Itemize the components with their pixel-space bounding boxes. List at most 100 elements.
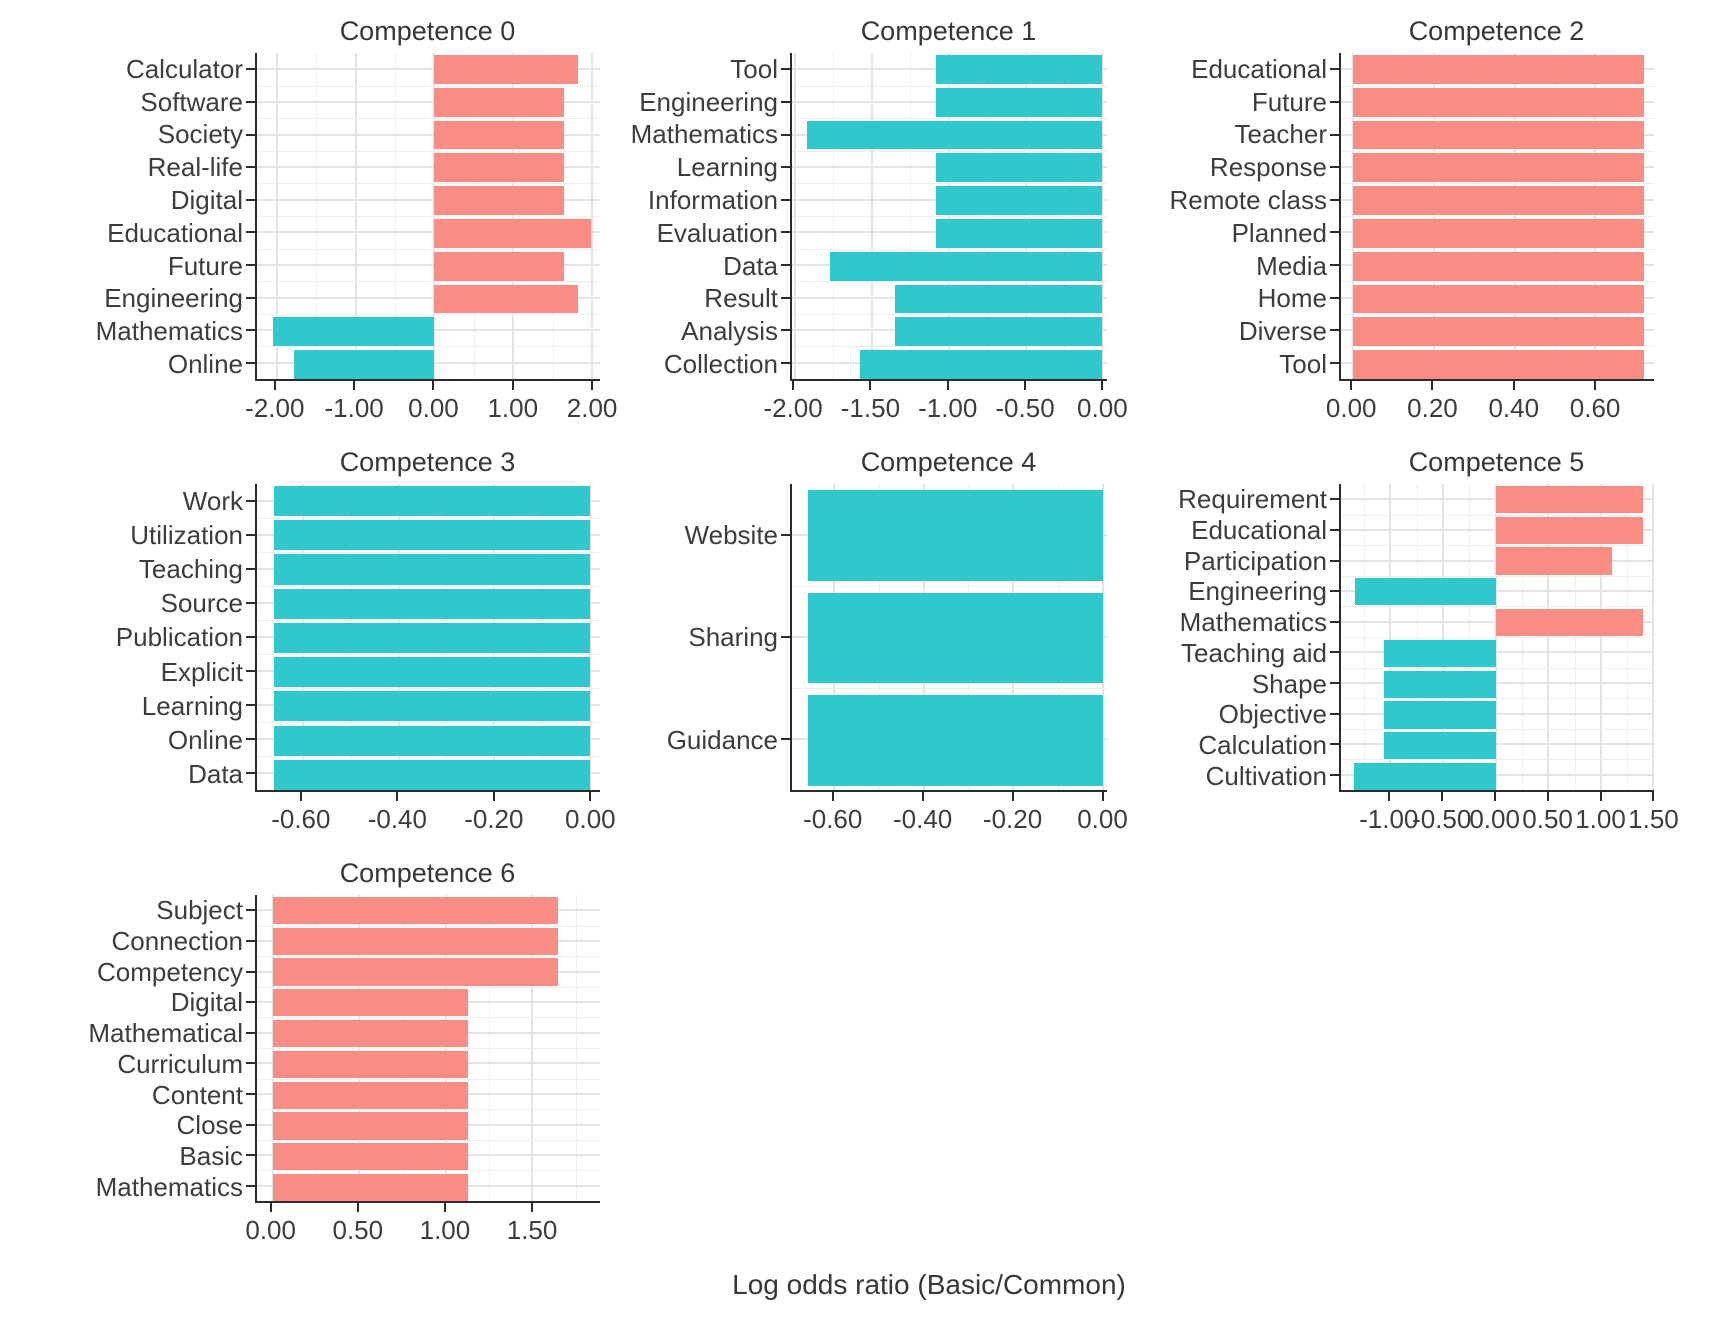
gridline-minor-horizontal <box>257 346 600 348</box>
y-axis-label-educational: Educational <box>107 217 243 248</box>
y-axis-label-response: Response <box>1209 152 1327 183</box>
facet-body: Subject Connection Competency Digital Mathem… <box>0 895 600 1203</box>
y-axis-label-requirement: Requirement <box>1178 483 1327 514</box>
x-tick-label: -1.00 <box>1359 804 1419 834</box>
bar-shape <box>1384 670 1496 698</box>
x-tick-label: 1.00 <box>487 393 539 423</box>
gridline-minor-horizontal <box>257 1078 600 1080</box>
y-axis-label-calculator: Calculator <box>125 53 243 84</box>
y-tick-mark <box>1330 559 1339 562</box>
y-axis-label-evaluation: Evaluation <box>656 217 778 248</box>
y-tick-mark <box>1330 590 1339 593</box>
gridline-minor-horizontal <box>1341 118 1654 120</box>
gridline-minor-horizontal <box>257 619 600 621</box>
gridline-major-horizontal <box>1341 773 1654 776</box>
facet-competence-5: Competence 5 Requirement Educational Partic… <box>1107 447 1679 840</box>
bar-home <box>1353 284 1644 314</box>
gridline-minor-horizontal <box>257 1139 600 1141</box>
y-tick-mark <box>246 704 255 706</box>
x-tick-mark <box>1011 792 1014 801</box>
gridline-minor-horizontal <box>257 986 600 988</box>
x-tick-mark <box>921 792 924 801</box>
gridline-minor-horizontal <box>257 281 600 283</box>
y-tick-mark <box>781 68 790 71</box>
gridline-major-horizontal <box>257 68 600 71</box>
facet-competence-6: Competence 6 Subject Connection Competency D… <box>0 858 600 1251</box>
gridline-minor-horizontal <box>1341 606 1654 608</box>
y-axis-label-subject: Subject <box>156 894 243 925</box>
y-tick-mark <box>246 1184 255 1187</box>
y-tick-mark <box>246 636 255 638</box>
y-axis-label-mathematics: Mathematics <box>95 1172 243 1203</box>
y-axis-labels: Subject Connection Competency Digital Mathem… <box>0 895 255 1203</box>
y-tick-mark <box>246 909 255 912</box>
gridline-minor-horizontal <box>1341 575 1654 577</box>
y-axis-label-basic: Basic <box>179 1141 243 1172</box>
y-tick-mark <box>246 1154 255 1157</box>
bar-mathematical <box>272 1020 469 1048</box>
y-tick-mark <box>1330 68 1339 71</box>
facet-competence-1: Competence 1 Tool Engineering Mathematics Le… <box>600 16 1128 429</box>
x-tick-label: -1.50 <box>840 393 901 423</box>
gridline-minor-horizontal <box>257 654 600 655</box>
gridline-minor-horizontal <box>257 586 600 587</box>
gridline-minor-horizontal <box>257 925 600 927</box>
bar-website <box>807 490 1103 581</box>
y-axis-label-content: Content <box>151 1079 243 1110</box>
facet-body: Requirement Educational Participation Engin… <box>1107 484 1655 792</box>
bar-utilization <box>273 520 591 551</box>
gridline-minor-horizontal <box>792 118 1107 120</box>
gridline-minor-horizontal <box>792 586 1107 587</box>
x-tick-label: -0.50 <box>995 393 1055 423</box>
bar-real-life <box>434 153 564 183</box>
gridline-minor-horizontal <box>792 688 1107 689</box>
bar-result <box>894 284 1103 314</box>
y-axis-label-engineering: Engineering <box>639 86 778 117</box>
gridline-minor-horizontal <box>257 688 600 689</box>
bar-educational <box>1495 516 1643 544</box>
y-tick-mark <box>781 296 790 299</box>
x-axis-label: Log odds ratio (Basic/Common) <box>732 1269 1126 1300</box>
bar-software <box>434 87 564 117</box>
x-tick-label: -0.20 <box>464 804 524 834</box>
bar-future <box>1353 87 1644 117</box>
x-tick-label: -2.00 <box>245 393 305 423</box>
y-axis-label-learning: Learning <box>141 690 243 721</box>
plot-area <box>781 484 1107 792</box>
x-tick-mark <box>356 1203 359 1212</box>
x-tick-mark <box>1440 792 1443 801</box>
bar-data <box>830 251 1103 281</box>
x-axis: -0.60 -0.40 -0.20 0.00 <box>790 792 1128 840</box>
bar-content <box>272 1081 469 1109</box>
y-axis-label-learning: Learning <box>676 152 778 183</box>
bar-close <box>272 1112 469 1140</box>
y-axis-label-teaching-aid: Teaching aid <box>1181 637 1327 668</box>
gridline-minor-horizontal <box>257 956 600 958</box>
x-axis: -1.00 -0.50 0.00 0.50 1.00 1.50 <box>1339 792 1679 840</box>
y-tick-mark <box>781 263 790 266</box>
x-tick-mark <box>1599 792 1602 801</box>
gridline-minor-horizontal <box>792 346 1107 348</box>
bar-online <box>294 350 435 380</box>
bar-mathematics <box>1495 609 1643 637</box>
y-tick-mark <box>1330 498 1339 501</box>
y-tick-mark <box>781 100 790 103</box>
gridline-minor-horizontal <box>1341 728 1654 730</box>
y-tick-mark <box>246 499 255 502</box>
x-tick-label: 0.60 <box>1569 393 1621 423</box>
y-tick-mark <box>1330 166 1339 169</box>
y-axis-labels: Requirement Educational Participation Engin… <box>1107 484 1339 792</box>
x-tick-label: -0.20 <box>982 804 1043 834</box>
y-axis-label-planned: Planned <box>1231 217 1327 248</box>
y-tick-mark <box>246 1123 255 1126</box>
y-tick-mark <box>1330 263 1339 266</box>
gridline-major-horizontal <box>257 231 600 234</box>
x-tick-mark <box>1652 792 1655 801</box>
y-axis-label-participation: Participation <box>1183 545 1327 576</box>
facet-title: Competence 5 <box>1408 447 1585 477</box>
y-tick-mark <box>1330 361 1339 364</box>
gridline-minor-horizontal <box>257 1017 600 1019</box>
gridline-major-horizontal <box>257 166 600 169</box>
y-axis-label-calculation: Calculation <box>1198 730 1327 761</box>
gridline-minor-horizontal <box>1341 667 1654 669</box>
